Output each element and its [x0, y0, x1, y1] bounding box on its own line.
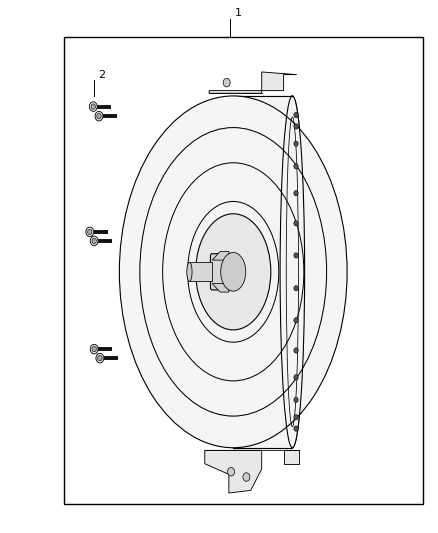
Circle shape [92, 346, 96, 352]
Circle shape [88, 229, 92, 235]
Circle shape [294, 112, 298, 118]
Circle shape [294, 426, 298, 431]
Ellipse shape [162, 163, 304, 381]
Circle shape [294, 190, 298, 196]
Circle shape [294, 253, 298, 258]
Circle shape [223, 78, 230, 87]
Polygon shape [205, 450, 261, 493]
Bar [64, 37, 423, 504]
Polygon shape [212, 252, 229, 260]
Ellipse shape [140, 127, 327, 416]
Ellipse shape [196, 214, 271, 330]
Circle shape [294, 286, 298, 291]
Circle shape [294, 221, 298, 226]
Circle shape [294, 318, 298, 323]
Circle shape [90, 344, 98, 354]
Ellipse shape [119, 96, 347, 448]
Ellipse shape [280, 96, 305, 448]
Bar [189, 262, 212, 281]
Circle shape [243, 473, 250, 481]
Circle shape [294, 415, 298, 420]
Circle shape [294, 141, 298, 147]
Circle shape [95, 111, 103, 121]
Circle shape [98, 356, 102, 361]
Circle shape [89, 102, 97, 111]
Polygon shape [233, 96, 347, 448]
Text: 2: 2 [99, 70, 106, 79]
Circle shape [92, 238, 96, 244]
Circle shape [90, 236, 98, 246]
FancyBboxPatch shape [210, 254, 235, 290]
Polygon shape [212, 284, 229, 292]
Circle shape [294, 164, 298, 169]
Text: 1: 1 [234, 9, 241, 18]
Ellipse shape [221, 253, 246, 291]
Circle shape [97, 114, 101, 119]
Ellipse shape [187, 262, 192, 281]
Polygon shape [283, 450, 299, 464]
Ellipse shape [187, 201, 279, 342]
Circle shape [96, 353, 104, 363]
Circle shape [228, 467, 234, 476]
Circle shape [294, 397, 298, 402]
Circle shape [86, 227, 94, 237]
Polygon shape [209, 72, 297, 93]
Circle shape [294, 348, 298, 353]
Circle shape [294, 375, 298, 380]
Circle shape [91, 104, 95, 109]
Circle shape [294, 124, 298, 129]
